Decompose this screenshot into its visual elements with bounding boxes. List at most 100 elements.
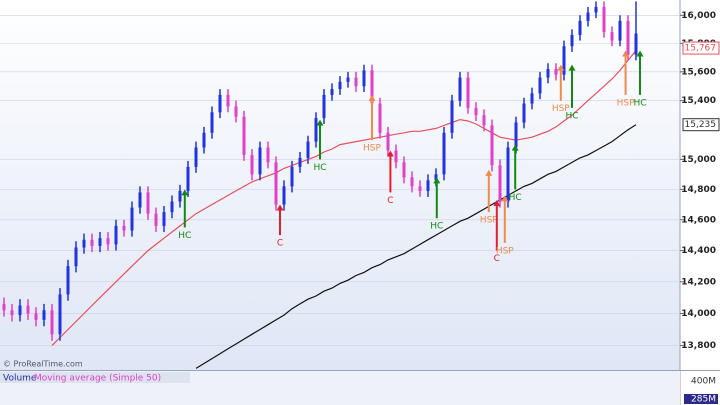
bar-body: [354, 77, 358, 87]
signal-arrowhead: [501, 195, 509, 202]
y-tick-label: 16,000: [681, 11, 716, 21]
signal-label: HSP: [552, 104, 570, 114]
y-tick-label: 14,200: [681, 277, 716, 287]
bar-body: [378, 103, 382, 133]
y-tick-label: 13,800: [681, 341, 716, 351]
y-tick-label: 15,600: [681, 67, 716, 77]
signal-label: HC: [633, 98, 646, 108]
signal-arrowhead: [557, 64, 565, 71]
bar-body: [186, 166, 190, 191]
bar-body: [626, 20, 630, 55]
bar-body: [402, 162, 406, 178]
volume-axis-label: 400M: [691, 377, 716, 387]
bar-body: [114, 225, 118, 245]
bar-body: [226, 94, 230, 107]
bar-body: [2, 303, 6, 311]
signal-label: C: [277, 239, 283, 249]
y-tick-label: 14,600: [681, 215, 716, 225]
bar-body: [258, 147, 262, 175]
y-tick-label: 14,000: [681, 309, 716, 319]
bar-body: [538, 77, 542, 94]
volume-tag: [684, 394, 718, 404]
price-tag: [682, 41, 720, 55]
signal-arrowhead: [433, 177, 441, 184]
bar-body: [466, 77, 470, 108]
y-tick-label: 14,800: [681, 185, 716, 195]
bar-body: [546, 68, 550, 78]
bar-body: [610, 32, 614, 41]
bar-body: [146, 192, 150, 214]
signal-arrowhead: [568, 64, 576, 71]
volume-title: Volume: [3, 374, 37, 384]
signal-label: HC: [509, 193, 522, 203]
bar-body: [594, 6, 598, 13]
bar-body: [386, 132, 390, 151]
bar-body: [330, 89, 334, 95]
bar-body: [218, 94, 222, 113]
bar-body: [586, 12, 590, 21]
axis-background: [680, 0, 720, 405]
bar-body: [506, 147, 510, 202]
bar-body: [18, 305, 22, 316]
signal-arrowhead: [316, 119, 324, 126]
y-tick-label: 15,000: [681, 155, 716, 165]
bar-body: [554, 68, 558, 75]
bar-body: [242, 116, 246, 155]
bar-body: [490, 125, 494, 166]
bar-body: [178, 190, 182, 202]
y-tick-label: 15,400: [681, 96, 716, 106]
bar-body: [514, 122, 518, 148]
bar-body: [450, 100, 454, 133]
moving-average-line: [51, 50, 637, 347]
bar-body: [338, 81, 342, 90]
bar-body: [434, 174, 438, 181]
signal-arrowhead: [511, 144, 519, 151]
bar-body: [618, 20, 622, 41]
price-tag-label: 15,767: [685, 44, 717, 54]
price-tag: [682, 118, 720, 132]
bar-body: [98, 238, 102, 246]
signal-arrowhead: [485, 169, 493, 176]
bar-body: [122, 225, 126, 231]
signal-arrowhead: [493, 199, 501, 206]
volume-indicator: Moving average (Simple 50): [34, 374, 161, 384]
bar-body: [194, 147, 198, 167]
bar-body: [90, 239, 94, 246]
bar-body: [58, 294, 62, 335]
bar-body: [474, 107, 478, 116]
bar-body: [426, 180, 430, 191]
bar-body: [274, 162, 278, 205]
y-tick-label: 14,400: [681, 246, 716, 256]
moving-average-line: [195, 124, 637, 369]
bar-body: [26, 305, 30, 314]
bar-body: [370, 70, 374, 104]
watermark: © ProRealTime.com: [3, 360, 83, 369]
bar-body: [570, 34, 574, 47]
signal-label: HSP: [363, 144, 381, 154]
signal-label: HSP: [496, 246, 514, 256]
bar-body: [282, 186, 286, 205]
bar-body: [322, 94, 326, 119]
bar-body: [10, 310, 14, 316]
bar-body: [170, 201, 174, 213]
bar-body: [634, 33, 638, 55]
signal-label: C: [387, 196, 393, 206]
plot-background: [0, 0, 680, 370]
bar-body: [346, 77, 350, 82]
signal-arrowhead: [276, 204, 284, 211]
signal-label: HSP: [617, 98, 635, 108]
price-tag-label: 15,235: [685, 120, 717, 130]
bar-body: [522, 103, 526, 123]
bar-body: [162, 212, 166, 226]
bar-body: [562, 46, 566, 75]
signal-arrowhead: [386, 150, 394, 157]
bar-body: [50, 310, 54, 335]
bar-body: [34, 313, 38, 320]
bar-body: [106, 238, 110, 245]
bar-body: [418, 186, 422, 191]
bar-body: [298, 157, 302, 167]
bar-body: [410, 177, 414, 187]
bar-body: [138, 192, 142, 208]
signal-arrowhead: [636, 50, 644, 57]
bar-body: [130, 207, 134, 231]
